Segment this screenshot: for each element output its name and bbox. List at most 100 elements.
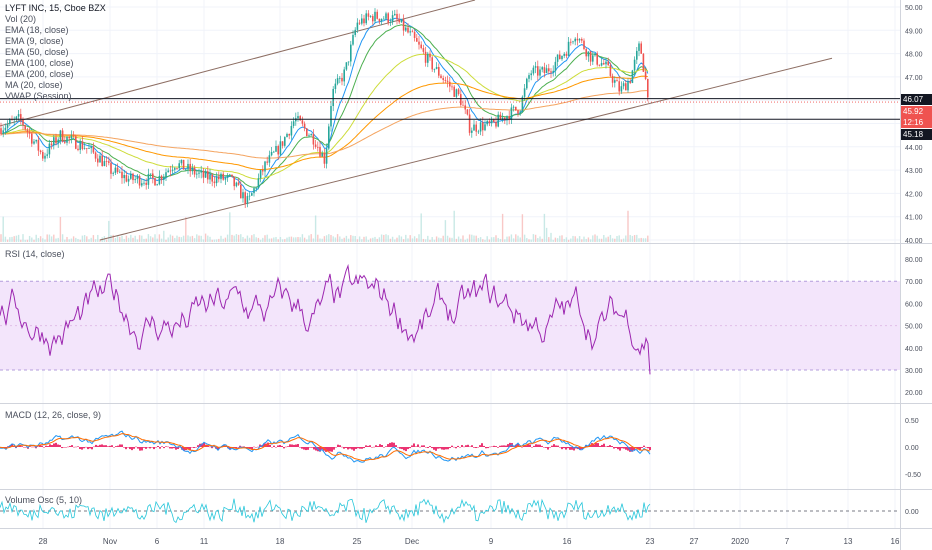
- candle-body: [409, 31, 411, 33]
- candle-body: [598, 64, 601, 66]
- volume-bar: [17, 234, 20, 242]
- volume-bar: [94, 239, 97, 242]
- rsi-pane-label[interactable]: RSI (14, close): [5, 249, 65, 259]
- macd-histogram-bar: [353, 447, 355, 451]
- volume-bar: [380, 234, 383, 242]
- macd-histogram-bar: [593, 444, 595, 447]
- volume-bar: [156, 238, 158, 242]
- volume-bar: [13, 236, 15, 242]
- candle-body: [374, 11, 376, 22]
- volume-bar: [154, 234, 156, 242]
- macd-histogram-bar: [621, 447, 623, 449]
- price-candles: [0, 8, 649, 209]
- time-axis[interactable]: 28 Nov 6 11 18 25 Dec 9 16 23 27 2020 7 13 16: [39, 537, 900, 546]
- macd-pane-label[interactable]: MACD (12, 26, close, 9): [5, 410, 102, 420]
- volume-bar: [77, 238, 79, 242]
- macd-histogram-bar: [351, 447, 353, 450]
- candle-body: [290, 125, 293, 136]
- candle-body: [550, 71, 552, 73]
- legend-vwap[interactable]: VWAP (Session): [5, 91, 72, 101]
- rsi-tick-label: 60.00: [905, 301, 923, 308]
- macd-histogram-bar: [393, 442, 395, 447]
- candle-body: [565, 53, 568, 56]
- macd-histogram-bar: [333, 447, 335, 450]
- legend-vol[interactable]: Vol (20): [5, 14, 37, 24]
- macd-histogram-bar: [167, 446, 169, 448]
- macd-histogram-bar: [533, 445, 535, 447]
- volume-bar: [189, 236, 191, 242]
- trend-lines: [0, 0, 833, 241]
- symbol-title[interactable]: LYFT INC, 15, Cboe BZX: [5, 3, 106, 13]
- candle-body: [251, 193, 253, 196]
- volume-bar: [235, 234, 238, 242]
- macd-histogram-bar: [585, 445, 587, 447]
- legend-ema100[interactable]: EMA (100, close): [5, 58, 74, 68]
- macd-histogram-bar: [611, 446, 613, 447]
- candle-body: [618, 81, 620, 92]
- macd-histogram-bar: [521, 446, 523, 448]
- volume-osc-pane-label[interactable]: Volume Osc (5, 10): [5, 495, 83, 505]
- price-axis[interactable]: 40.00 41.00 42.00 43.00 44.00 47.00 48.00 49.00…: [905, 5, 923, 516]
- candle-body: [532, 67, 535, 74]
- time-tick-label: 13: [844, 537, 853, 546]
- volume-bar: [572, 235, 574, 242]
- price-tick-label: 50.00: [905, 5, 923, 12]
- candle-body: [154, 178, 156, 186]
- macd-histogram-bar: [103, 445, 105, 447]
- legend-ema18[interactable]: EMA (18, close): [5, 25, 69, 35]
- time-tick-label: 16: [563, 537, 572, 546]
- volume-bar: [178, 236, 180, 242]
- volume-bar: [130, 234, 132, 242]
- macd-histogram-bar: [615, 447, 617, 448]
- volume-bar: [59, 216, 62, 242]
- candle-body: [561, 55, 563, 60]
- legend-ema50[interactable]: EMA (50, close): [5, 47, 69, 57]
- legend-ema200[interactable]: EMA (200, close): [5, 69, 74, 79]
- candle-body: [446, 80, 449, 82]
- macd-histogram-bar: [11, 444, 13, 447]
- candle-body: [424, 51, 427, 63]
- candle-body: [22, 119, 24, 126]
- candle-body: [325, 148, 328, 164]
- candle-body: [196, 173, 198, 175]
- macd-histogram-bar: [385, 446, 387, 447]
- macd-histogram-bar: [217, 447, 219, 451]
- volume-bar: [378, 237, 381, 242]
- candle-body: [347, 61, 350, 63]
- volume-bar: [488, 239, 491, 242]
- macd-histogram-bar: [127, 447, 129, 448]
- candle-body: [275, 146, 277, 152]
- volume-bar: [622, 238, 625, 242]
- volume-bar: [81, 235, 84, 242]
- candle-body: [160, 175, 163, 180]
- volume-bar: [367, 239, 370, 242]
- volume-bar: [0, 234, 2, 242]
- volume-bar: [534, 234, 537, 242]
- macd-histogram-bar: [271, 447, 273, 448]
- volume-bar: [314, 215, 317, 242]
- macd-histogram-bar: [649, 447, 651, 451]
- macd-histogram-bar: [485, 447, 487, 449]
- volume-bar: [266, 234, 268, 242]
- macd-histogram-bar: [159, 447, 161, 449]
- volume-bar: [92, 235, 95, 242]
- volume-bar: [341, 238, 343, 242]
- volume-bar: [22, 234, 24, 242]
- legend-ema9[interactable]: EMA (9, close): [5, 36, 64, 46]
- candle-body: [303, 123, 306, 129]
- macd-histogram-bar: [303, 447, 305, 450]
- candle-body: [534, 66, 537, 68]
- price-tick-label: 49.00: [905, 28, 923, 35]
- candle-body: [101, 155, 103, 167]
- volume-bar: [435, 236, 438, 242]
- grid: [0, 0, 900, 528]
- candle-body: [585, 49, 587, 57]
- candle-body: [207, 171, 209, 180]
- candle-body: [372, 16, 374, 22]
- macd-histogram-bar: [469, 446, 471, 448]
- macd-histogram-bar: [79, 447, 81, 450]
- legend-ma20[interactable]: MA (20, close): [5, 80, 63, 90]
- macd-histogram-bar: [487, 447, 489, 449]
